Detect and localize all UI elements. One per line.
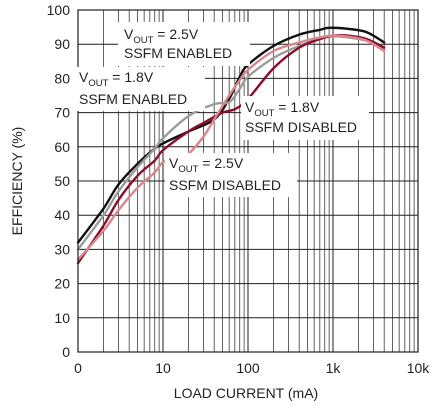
x-tick-label: 10k xyxy=(407,360,431,376)
annotation-main: V xyxy=(124,26,134,42)
x-tick-label: 0 xyxy=(74,360,82,376)
y-tick-label: 40 xyxy=(54,207,70,223)
annotation-rest: = 2.5V xyxy=(153,26,198,42)
svg-text:VOUT = 1.8V: VOUT = 1.8V xyxy=(79,69,154,89)
y-tick-label: 20 xyxy=(54,276,70,292)
y-axis-title: EFFICIENCY (%) xyxy=(9,127,25,236)
y-tick-label: 10 xyxy=(54,310,70,326)
annotation-sub: OUT xyxy=(133,35,153,46)
y-tick-label: 30 xyxy=(54,241,70,257)
plot-border xyxy=(77,9,419,353)
annotation-vout-2v5-ssfm-disabled: VOUT = 2.5V SSFM DISABLED xyxy=(165,153,297,197)
y-tick-label: 0 xyxy=(62,344,70,360)
annotation-main: V xyxy=(169,155,179,171)
svg-text:VOUT = 2.5V: VOUT = 2.5V xyxy=(169,155,244,175)
y-tick-label: 50 xyxy=(54,173,70,189)
annotation-rest: = 1.8V xyxy=(108,69,153,85)
annotation-vout-1v8-ssfm-enabled: VOUT = 1.8V SSFM ENABLED xyxy=(77,67,205,111)
svg-text:VOUT = 2.5V: VOUT = 2.5V xyxy=(124,26,199,46)
svg-text:VOUT = 1.8V: VOUT = 1.8V xyxy=(245,99,320,119)
series-group xyxy=(76,26,386,265)
annotation-sub: OUT xyxy=(178,164,198,175)
annotation-rest: = 1.8V xyxy=(274,99,319,115)
y-tick-label: 70 xyxy=(54,105,70,121)
annotation-line2: SSFM ENABLED xyxy=(79,91,187,107)
x-tick-label: 1k xyxy=(326,360,342,376)
x-axis-title: LOAD CURRENT (mA) xyxy=(174,385,318,401)
annotation-sub: OUT xyxy=(254,108,274,119)
y-tick-label: 90 xyxy=(54,36,70,52)
annotation-main: V xyxy=(245,99,255,115)
annotation-vout-2v5-ssfm-enabled: VOUT = 2.5V SSFM ENABLED xyxy=(118,22,250,66)
annotation-vout-1v8-ssfm-disabled: VOUT = 1.8V SSFM DISABLED xyxy=(241,96,369,140)
x-tick-label: 100 xyxy=(236,360,260,376)
y-tick-label: 60 xyxy=(54,139,70,155)
y-tick-label: 80 xyxy=(54,70,70,86)
x-tick-label: 10 xyxy=(155,360,171,376)
tick-labels: 0 10 20 30 40 50 60 70 80 90 100 0 10 100 1k 10k xyxy=(47,2,431,376)
annotation-main: V xyxy=(79,69,89,85)
annotation-sub: OUT xyxy=(88,78,108,89)
series-line-4 xyxy=(76,34,386,261)
annotation-line2: SSFM DISABLED xyxy=(245,119,357,135)
annotation-line2: SSFM ENABLED xyxy=(124,45,232,61)
plot-frame xyxy=(77,9,419,353)
y-tick-label: 100 xyxy=(47,2,71,18)
annotation-rest: = 2.5V xyxy=(198,155,243,171)
annotation-line2: SSFM DISABLED xyxy=(169,177,281,193)
